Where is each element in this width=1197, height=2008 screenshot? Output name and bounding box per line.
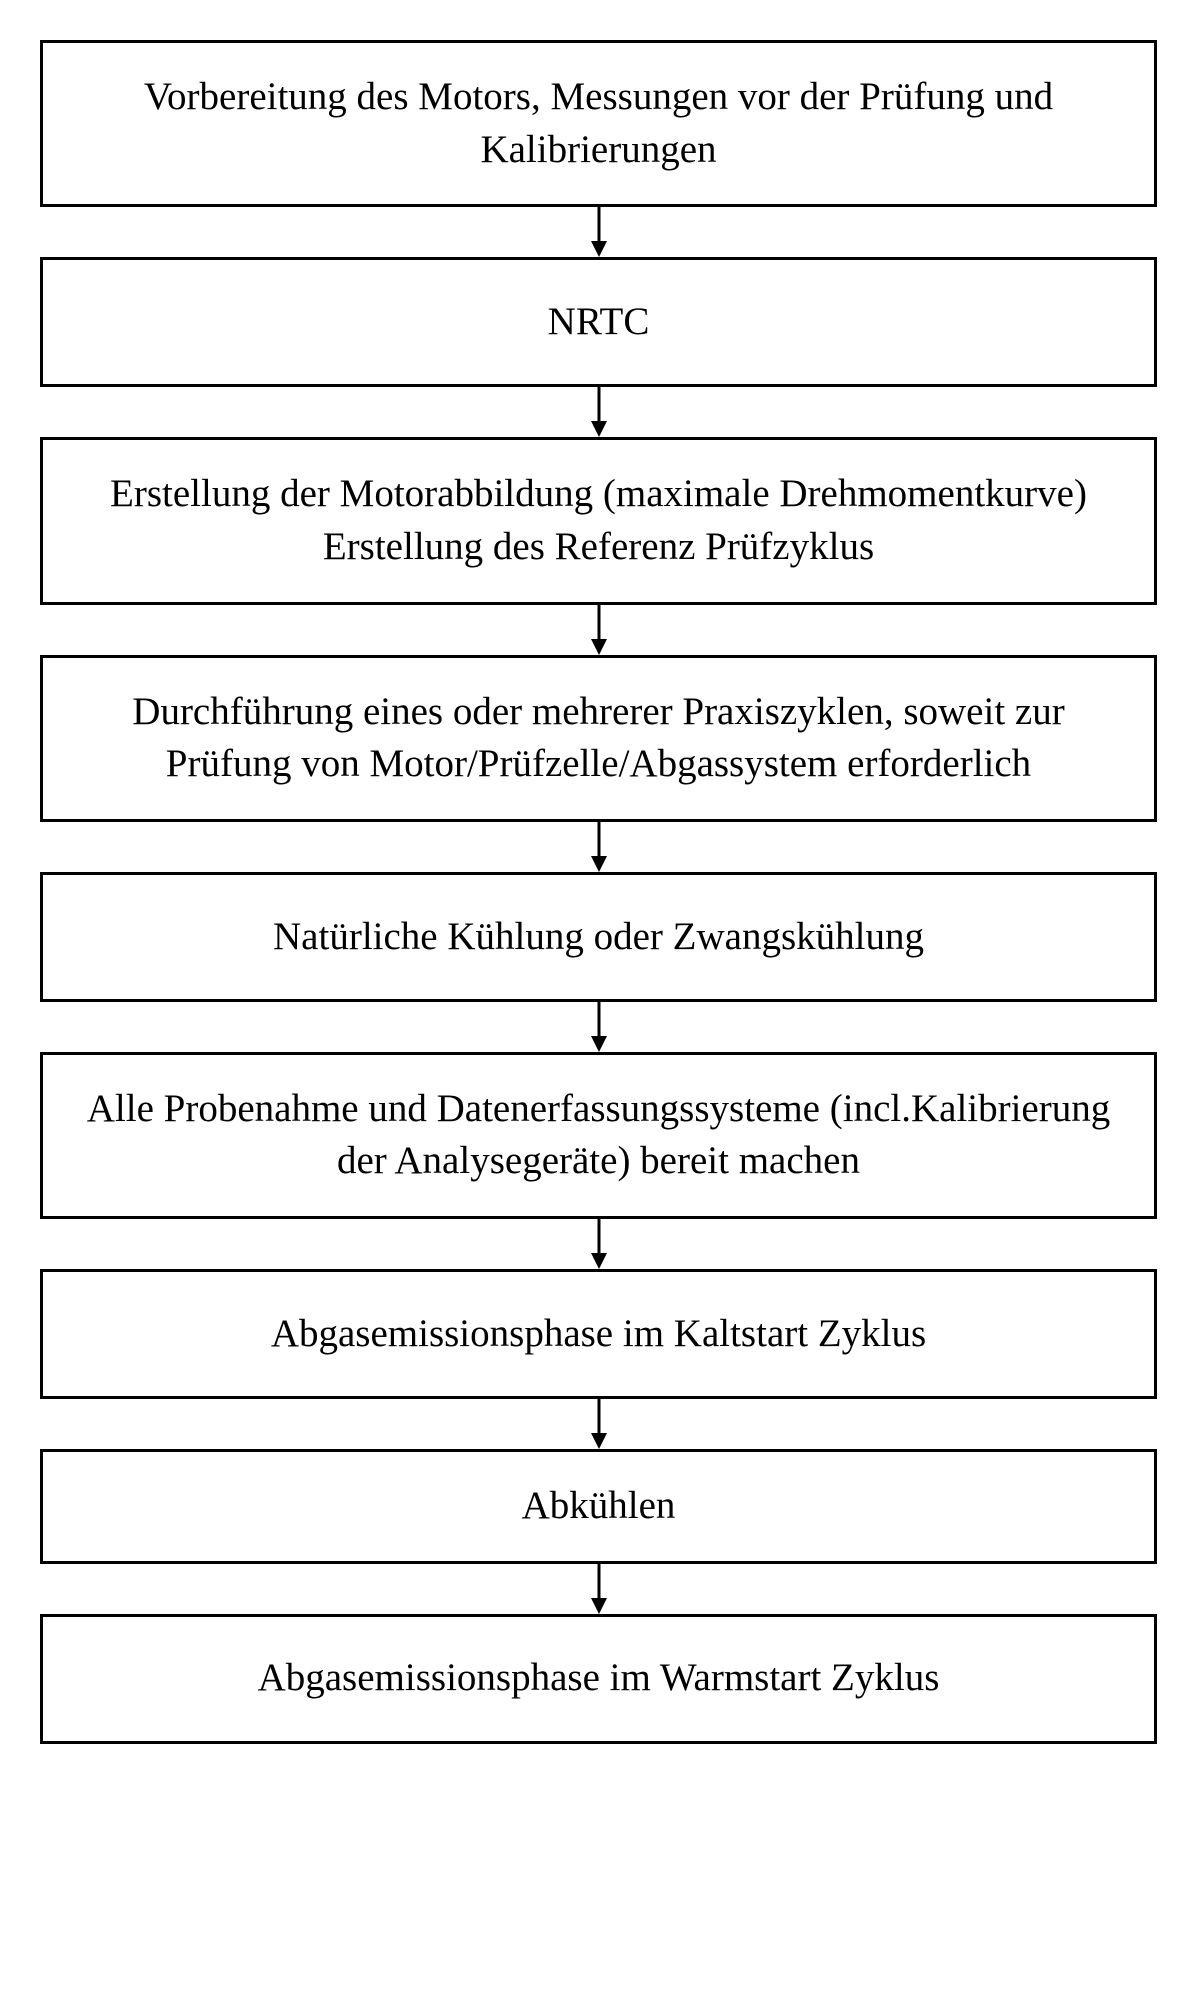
arrow-down-icon xyxy=(587,822,611,872)
flowchart-node: Abgasemissionsphase im Kaltstart Zyklus xyxy=(40,1269,1157,1399)
node-label: Abkühlen xyxy=(522,1480,676,1533)
flowchart-node: Erstellung der Motorabbildung (maximale … xyxy=(40,437,1157,604)
node-label: Erstellung der Motorabbildung (maximale … xyxy=(83,468,1114,573)
flowchart-node: Natürliche Kühlung oder Zwangskühlung xyxy=(40,872,1157,1002)
node-label: Durchführung eines oder mehrerer Praxisz… xyxy=(83,686,1114,791)
flowchart-node: Durchführung eines oder mehrerer Praxisz… xyxy=(40,655,1157,822)
arrow-down-icon xyxy=(587,1564,611,1614)
arrow-down-icon xyxy=(587,387,611,437)
arrow-down-icon xyxy=(587,1399,611,1449)
arrow-down-icon xyxy=(587,605,611,655)
flowchart-node: NRTC xyxy=(40,257,1157,387)
node-label: Vorbereitung des Motors, Messungen vor d… xyxy=(83,71,1114,176)
flowchart-node: Abgasemissionsphase im Warmstart Zyklus xyxy=(40,1614,1157,1744)
node-label: Alle Probenahme und Datenerfassungssyste… xyxy=(83,1083,1114,1188)
arrow-down-icon xyxy=(587,1219,611,1269)
node-label: Natürliche Kühlung oder Zwangskühlung xyxy=(273,911,924,964)
flowchart-container: Vorbereitung des Motors, Messungen vor d… xyxy=(40,40,1157,1744)
flowchart-node: Alle Probenahme und Datenerfassungssyste… xyxy=(40,1052,1157,1219)
node-label: Abgasemissionsphase im Kaltstart Zyklus xyxy=(271,1308,926,1361)
flowchart-node: Vorbereitung des Motors, Messungen vor d… xyxy=(40,40,1157,207)
node-label: NRTC xyxy=(548,296,650,349)
flowchart-node: Abkühlen xyxy=(40,1449,1157,1564)
arrow-down-icon xyxy=(587,207,611,257)
node-label: Abgasemissionsphase im Warmstart Zyklus xyxy=(258,1652,940,1705)
arrow-down-icon xyxy=(587,1002,611,1052)
